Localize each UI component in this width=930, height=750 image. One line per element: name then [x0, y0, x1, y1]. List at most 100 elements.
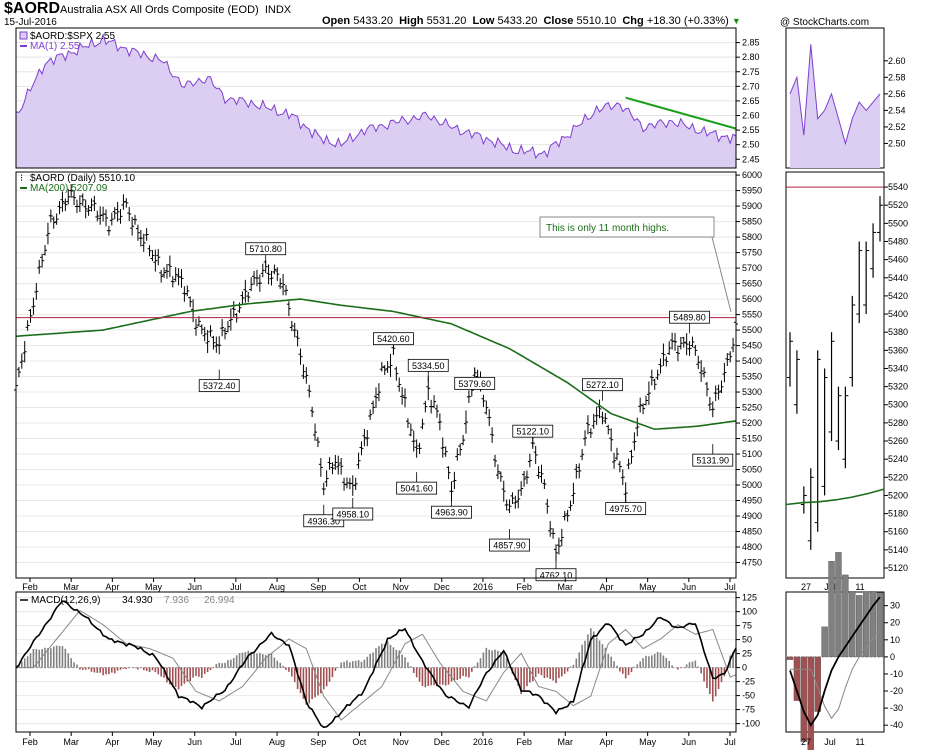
macd-y-tick: 0: [742, 663, 747, 673]
chart-security-name: Australia ASX All Ords Composite (EOD) I…: [60, 4, 291, 16]
price-zoom-y-tick: 5260: [888, 436, 908, 446]
price-zoom-frame: [785, 171, 885, 579]
macd-x-tick: Jul: [230, 737, 242, 747]
annotation-box: [669, 310, 710, 324]
ratio-y-tick: 2.85: [742, 38, 760, 48]
price-x-tick: Mar: [63, 582, 79, 592]
macd-zoom-hist-bar: [800, 656, 808, 742]
price-zoom-x-tick: 27: [801, 582, 811, 592]
macd-line: [15, 600, 737, 729]
ratio-zoom-y-tick: 2.50: [888, 138, 906, 148]
stockcharts-credit: @ StockCharts.com: [780, 17, 870, 28]
macd-x-tick: Jun: [682, 737, 697, 747]
price-y-tick: 5450: [742, 341, 762, 351]
price-x-tick: Aug: [269, 582, 285, 592]
high-value: 5531.20: [426, 15, 467, 27]
ratio-zoom-y-tick: 2.56: [888, 89, 906, 99]
ratio-zoom-fill: [790, 44, 880, 168]
ratio-area-fill: [16, 34, 736, 168]
macd-y-tick: 100: [742, 607, 757, 617]
annotation-label: 5131.90: [697, 456, 730, 466]
price-zoom-y-tick: 5300: [888, 400, 908, 410]
annotation-label: 5379.60: [458, 379, 491, 389]
ma200-legend-label: MA(200) 5207.09: [30, 183, 108, 194]
macd-zoom-hist-bar: [869, 591, 877, 658]
annotation-box: [245, 242, 287, 256]
macd-zoom-hist-bar: [786, 656, 794, 660]
price-y-tick: 4800: [742, 542, 762, 552]
annotation-label: 5372.40: [203, 381, 236, 391]
price-zoom-y-tick: 5240: [888, 454, 908, 464]
annotation-label: 5420.60: [377, 334, 410, 344]
macd-x-tick: Feb: [22, 737, 38, 747]
ratio-y-tick: 2.60: [742, 111, 760, 121]
annotation-box: [454, 376, 496, 390]
macd-zoom-signal-line: [790, 628, 881, 720]
price-y-tick: 4900: [742, 511, 762, 521]
chg-value: +18.30 (+0.33%): [646, 15, 729, 27]
price-x-tick: Jun: [682, 582, 697, 592]
price-x-tick: Apr: [105, 582, 119, 592]
price-zoom-y-tick: 5500: [888, 218, 908, 228]
price-y-tick: 5350: [742, 372, 762, 382]
price-legend-label: $AORD (Daily) 5510.10: [30, 173, 135, 184]
price-y-tick: 4950: [742, 496, 762, 506]
macd-y-tick: 25: [742, 649, 752, 659]
macd-zoom-frame: [785, 591, 885, 733]
ratio-y-tick: 2.50: [742, 140, 760, 150]
open-value: 5433.20: [353, 15, 393, 27]
quote-summary: Open 5433.20 High 5531.20 Low 5433.20 Cl…: [322, 15, 741, 27]
price-zoom-y-tick: 5480: [888, 236, 908, 246]
macd-zoom-hist-bar: [793, 656, 801, 701]
price-y-tick: 5200: [742, 418, 762, 428]
price-zoom-y-tick: 5380: [888, 327, 908, 337]
annotation-label: 4963.90: [435, 508, 468, 518]
price-y-tick: 5150: [742, 434, 762, 444]
annotation-label: 5272.10: [586, 380, 619, 390]
macd-zoom-line: [789, 596, 881, 727]
macd-x-tick: May: [639, 737, 657, 747]
price-x-tick: Oct: [352, 582, 367, 592]
ma200-line: [15, 298, 737, 431]
macd-zoom-hist-bar: [876, 592, 884, 658]
price-zoom-y-tick: 5200: [888, 490, 908, 500]
ratio-legend-label: $AORD:$SPX 2.55: [30, 31, 115, 42]
macd-zoom-hist-bar: [821, 626, 828, 658]
annotation-label: 4857.90: [493, 541, 526, 551]
ratio-zoom-y-tick: 2.52: [888, 122, 906, 132]
macd-x-tick: Feb: [516, 737, 532, 747]
price-y-tick: 5400: [742, 356, 762, 366]
macd-zoom-hist-bar: [807, 656, 814, 750]
macd-zoom-hist-bar: [814, 656, 821, 712]
macd-y-tick: -100: [742, 719, 760, 729]
macd-zoom-y-tick: 10: [890, 635, 900, 645]
annotation-box: [512, 424, 554, 438]
ratio-trendline: [625, 96, 737, 130]
macd-x-tick: Jul: [724, 737, 736, 747]
price-y-tick: 5050: [742, 465, 762, 475]
zoom-ma200-line: [785, 488, 885, 506]
macd-zoom-hist-bar: [862, 593, 870, 658]
ratio-zoom-y-tick: 2.58: [888, 72, 906, 82]
open-label: Open: [322, 15, 351, 27]
macd-zoom-x-tick: 27: [801, 737, 811, 747]
price-x-tick: Feb: [516, 582, 532, 592]
macd-y-tick: -25: [742, 677, 755, 687]
annotation-label: 5041.60: [400, 484, 433, 494]
price-zoom-y-tick: 5140: [888, 545, 908, 555]
annotation-box: [692, 453, 734, 467]
high-label: High: [399, 15, 424, 27]
macd-zoom-y-tick: -20: [890, 686, 903, 696]
price-y-tick: 4750: [742, 558, 762, 568]
price-x-tick: Sep: [310, 582, 326, 592]
ratio-zoom-y-tick: 2.54: [888, 105, 906, 115]
price-x-tick: Mar: [558, 582, 574, 592]
close-label: Close: [543, 15, 574, 27]
price-y-tick: 5800: [742, 232, 762, 242]
price-zoom-y-tick: 5220: [888, 472, 908, 482]
price-x-tick: Jun: [187, 582, 202, 592]
annotation-box: [605, 502, 647, 515]
exchange: INDX: [264, 4, 292, 16]
annotation-label: 5334.50: [412, 361, 445, 371]
